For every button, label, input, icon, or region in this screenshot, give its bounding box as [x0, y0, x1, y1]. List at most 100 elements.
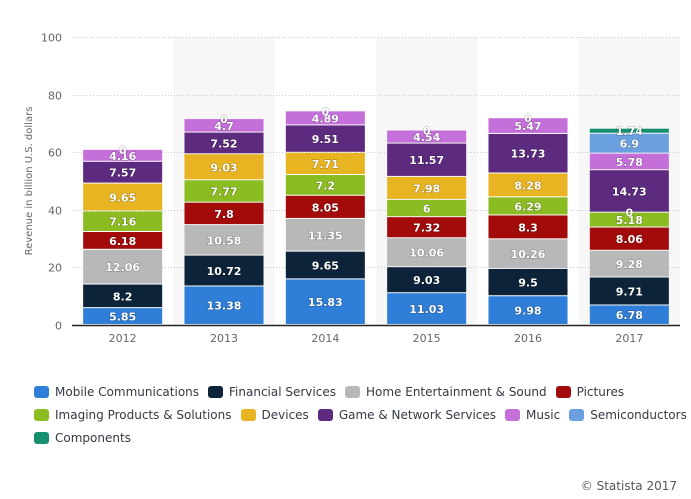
bar-segment[interactable]: [488, 118, 568, 133]
bar-segment[interactable]: [488, 133, 568, 173]
legend-label: Semiconductors: [590, 407, 687, 422]
bar-segment[interactable]: [589, 128, 669, 133]
bar-segment[interactable]: [589, 227, 669, 250]
bar-segment[interactable]: [83, 211, 163, 232]
bar-segment[interactable]: [589, 305, 669, 324]
data-label: 6.29: [514, 200, 541, 213]
zero-data-label: 0: [626, 207, 634, 220]
bar-segment[interactable]: [184, 255, 264, 286]
legend-item[interactable]: Components: [34, 431, 131, 445]
bar-segment[interactable]: [285, 125, 365, 152]
data-label: 9.03: [413, 274, 440, 287]
bar-segment[interactable]: [83, 161, 163, 183]
data-label: 4.54: [413, 131, 440, 144]
y-axis: 0 20 40 60 80 100: [41, 32, 62, 333]
x-tick-label: 2015: [413, 332, 441, 345]
bar-segment[interactable]: [83, 149, 163, 161]
data-label: 8.2: [113, 290, 133, 303]
legend-swatch: [569, 408, 585, 421]
zero-data-label: 0: [119, 144, 127, 157]
legend-item[interactable]: Semiconductors: [569, 408, 687, 422]
legend-swatch: [344, 385, 360, 398]
y-tick-label: 0: [55, 320, 62, 333]
zero-data-label: 0: [423, 125, 431, 138]
x-tick-label: 2014: [311, 332, 339, 345]
x-tick-label: 2017: [615, 332, 643, 345]
data-label: 7.71: [312, 158, 339, 171]
legend-label: Mobile Communications: [55, 384, 200, 399]
data-label: 13.38: [207, 300, 242, 313]
bar-segment[interactable]: [83, 284, 163, 308]
legend-swatch: [34, 408, 49, 421]
bar-segment[interactable]: [285, 152, 365, 175]
data-label: 10.72: [207, 265, 242, 278]
bar-segment[interactable]: [285, 195, 365, 218]
bar-segment[interactable]: [387, 238, 467, 267]
bar-segment[interactable]: [488, 239, 568, 268]
bar-segment[interactable]: [589, 133, 669, 153]
bar-segment[interactable]: [589, 250, 669, 277]
bar-segment[interactable]: [488, 215, 568, 239]
bar-segment[interactable]: [387, 130, 467, 143]
bar-segment[interactable]: [589, 212, 669, 227]
legend-swatch: [208, 385, 224, 398]
bar-segment[interactable]: [488, 173, 568, 197]
bar-segment[interactable]: [184, 286, 264, 324]
zero-data-label: 0: [322, 105, 330, 118]
statista-credit[interactable]: © Statista 2017: [580, 479, 677, 493]
data-label: 10.58: [207, 234, 242, 247]
bar-segment[interactable]: [285, 251, 365, 279]
bar-segment[interactable]: [83, 249, 163, 284]
y-tick-label: 20: [48, 262, 62, 275]
data-label: 9.5: [518, 277, 538, 290]
bar-segment[interactable]: [285, 175, 365, 195]
bar-segment[interactable]: [184, 154, 264, 180]
bar-segment[interactable]: [589, 277, 669, 305]
legend-item[interactable]: Music: [505, 408, 560, 422]
bar-segment[interactable]: [387, 176, 467, 199]
bar-segment[interactable]: [387, 267, 467, 293]
bar-segment[interactable]: [184, 180, 264, 202]
data-label: 4.16: [109, 150, 136, 163]
legend-item[interactable]: Imaging Products & Solutions: [34, 408, 232, 422]
legend-label: Music: [526, 407, 561, 422]
legend-item[interactable]: Mobile Communications: [34, 385, 199, 399]
data-label: 6.18: [109, 235, 136, 248]
bar-segment[interactable]: [285, 279, 365, 324]
legend-row: Mobile Communications Financial Services H…: [34, 380, 684, 403]
bar-segment[interactable]: [488, 296, 568, 324]
data-label: 11.57: [409, 154, 444, 167]
bar-segment[interactable]: [184, 132, 264, 154]
bar-segment[interactable]: [83, 232, 163, 249]
bar-segment[interactable]: [184, 202, 264, 225]
bar-segment[interactable]: [387, 143, 467, 176]
bar-segment[interactable]: [83, 308, 163, 324]
data-label: 7.57: [109, 167, 136, 180]
bar-segment[interactable]: [589, 170, 669, 212]
legend-label: Imaging Products & Solutions: [55, 407, 232, 422]
bar-segment[interactable]: [488, 197, 568, 215]
data-label: 1.74: [616, 125, 643, 138]
data-label: 8.28: [514, 179, 541, 192]
bar-segment[interactable]: [387, 199, 467, 217]
data-label: 15.83: [308, 296, 343, 309]
bar-segment[interactable]: [285, 218, 365, 251]
data-label: 6.78: [616, 309, 643, 322]
legend-item[interactable]: Pictures: [555, 385, 624, 399]
bar-segment[interactable]: [387, 217, 467, 238]
bar-segment[interactable]: [387, 293, 467, 324]
data-label: 5.18: [616, 214, 643, 227]
x-tick-label: 2016: [514, 332, 542, 345]
legend-item[interactable]: Home Entertainment & Sound: [344, 385, 547, 399]
bar-segment[interactable]: [488, 268, 568, 296]
legend-item[interactable]: Financial Services: [208, 385, 336, 399]
legend-item[interactable]: Game & Network Services: [317, 408, 496, 422]
data-label: 9.03: [210, 161, 237, 174]
bar-segment[interactable]: [285, 111, 365, 125]
data-label: 7.16: [109, 216, 136, 229]
legend-item[interactable]: Devices: [240, 408, 309, 422]
bar-segment[interactable]: [83, 183, 163, 211]
bar-segment[interactable]: [184, 119, 264, 132]
bar-segment[interactable]: [184, 225, 264, 255]
bar-segment[interactable]: [589, 153, 669, 170]
